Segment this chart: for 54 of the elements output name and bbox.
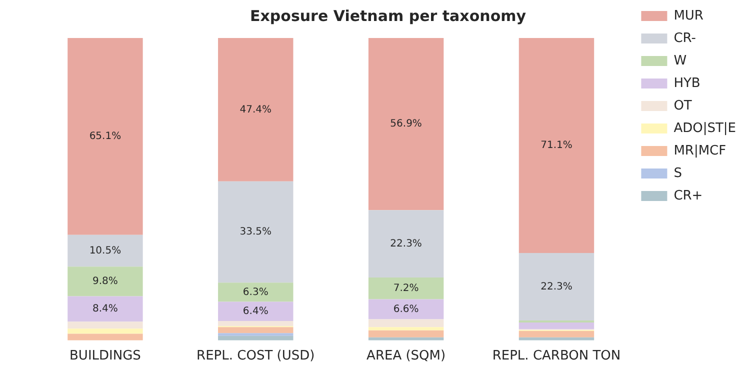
data-label: 8.4% [92,304,118,315]
data-label: 56.9% [390,118,422,130]
x-tick-label: AREA (SQM) [366,348,446,364]
chart-title: Exposure Vietnam per taxonomy [250,6,526,25]
bar [368,319,444,328]
bar [68,38,143,235]
bar [218,333,294,336]
data-label: 6.3% [242,286,268,298]
data-label: 22.3% [390,238,422,250]
bar [68,266,143,296]
data-label: 33.5% [240,226,272,238]
bar [68,334,143,340]
data-label: 7.2% [393,282,419,294]
bar [68,296,143,322]
legend-label: W [674,53,687,68]
bar [368,38,444,210]
legend-label: S [674,166,682,181]
legend-label: MR|MCF [674,143,726,158]
bar [518,38,594,254]
bar [68,322,143,329]
bar [368,210,444,278]
bar [218,302,294,322]
data-label: 6.6% [393,304,419,315]
bar [368,327,444,330]
bar [218,38,294,182]
bar [218,321,294,326]
legend-label: MUR [674,8,704,24]
legend-label: CR- [674,30,696,46]
bar [218,181,294,283]
x-tick-label: REPL. CARBON TON [492,348,621,364]
bar [368,330,444,338]
data-label: 71.1% [540,140,572,152]
bar [518,331,594,338]
data-label: 9.8% [92,276,118,288]
bar [518,322,594,330]
bar [68,234,143,267]
x-tick-label: REPL. COST (USD) [196,348,315,364]
bar [68,328,143,334]
data-label: 47.4% [240,104,272,116]
bar [368,299,444,320]
legend-label: HYB [674,76,700,91]
bar [518,320,594,323]
bar [218,282,294,302]
bar [518,253,594,320]
x-tick-label: BUILDINGS [70,348,141,364]
legend-label: ADO|ST|E [674,120,736,136]
data-label: 6.4% [242,306,268,317]
legend-label: CR+ [674,188,703,204]
bar [368,278,444,300]
data-label: 65.1% [89,131,122,142]
bar [218,327,294,334]
data-label: 22.3% [540,281,572,292]
data-label: 10.5% [89,245,122,256]
legend-label: OT [674,98,692,114]
